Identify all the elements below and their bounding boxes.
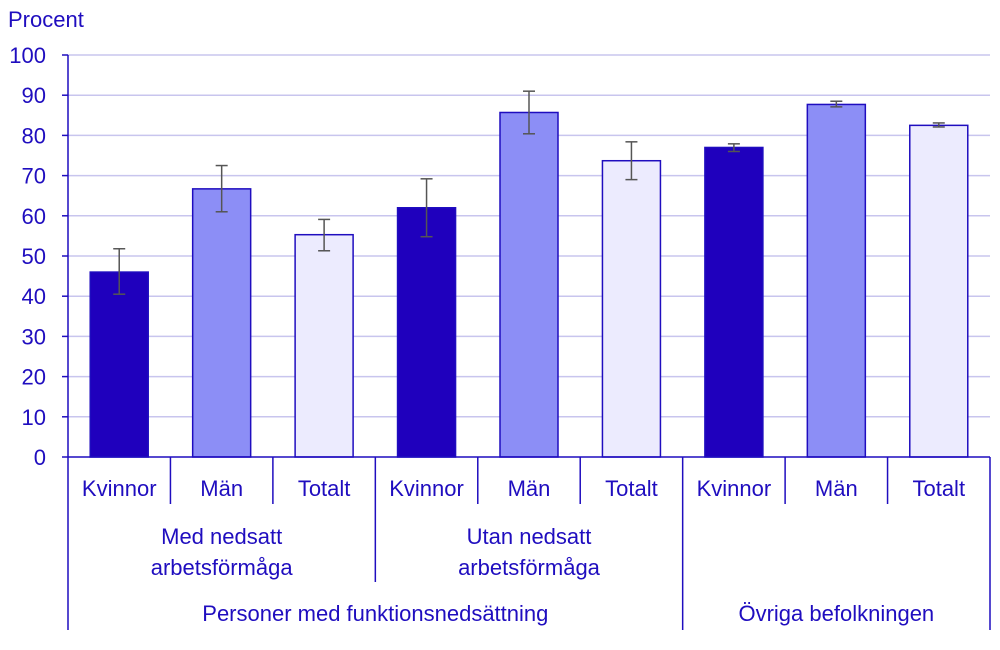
y-tick-label: 90 [22,83,46,108]
group-label: Utan nedsatt [467,524,592,549]
bar [704,146,764,458]
axes [62,54,991,630]
error-bar [625,141,638,181]
error-bars [113,90,945,295]
x-category-label: Män [508,476,551,501]
error-bar [420,178,433,238]
group-label: arbetsförmåga [151,555,294,580]
group-label: arbetsförmåga [458,555,601,580]
y-tick-label: 100 [9,43,46,68]
y-tick-label: 80 [22,123,46,148]
y-tick-label: 40 [22,284,46,309]
x-category-label: Män [815,476,858,501]
y-tick-label: 20 [22,365,46,390]
bar [806,103,867,458]
x-category-label: Kvinnor [82,476,157,501]
error-bar [318,218,331,252]
y-tick-label: 60 [22,204,46,229]
error-bar [830,100,843,108]
bar [601,159,662,458]
x-category-label: Totalt [298,476,351,501]
x-category-label: Kvinnor [389,476,464,501]
bar [396,207,457,458]
x-category-label: Totalt [605,476,658,501]
x-category-label: Totalt [912,476,965,501]
error-bar [727,143,740,153]
y-tick-label: 0 [34,445,46,470]
y-tick-label: 10 [22,405,46,430]
supergroup-label: Övriga befolkningen [738,601,934,626]
x-category-label: Kvinnor [697,476,772,501]
error-bar [523,90,535,135]
error-bar [215,164,228,213]
supergroup-label: Personer med funktionsnedsättning [202,601,548,626]
axis-labels: 0 10 20 30 40 50 60 70 80 90 100 Kvinnor Män Totalt Kv… [9,43,965,626]
bar [294,233,354,458]
y-axis-unit-label: Procent [8,7,84,32]
bar [499,111,559,458]
bar [89,271,149,458]
bar [909,124,969,458]
y-tick-label: 30 [22,324,46,349]
error-bar [113,248,126,295]
group-label: Med nedsatt [161,524,282,549]
bar [191,188,252,458]
error-bar [932,122,945,128]
bars [89,103,969,458]
y-tick-label: 50 [22,244,46,269]
x-category-label: Män [200,476,243,501]
y-tick-label: 70 [22,164,46,189]
